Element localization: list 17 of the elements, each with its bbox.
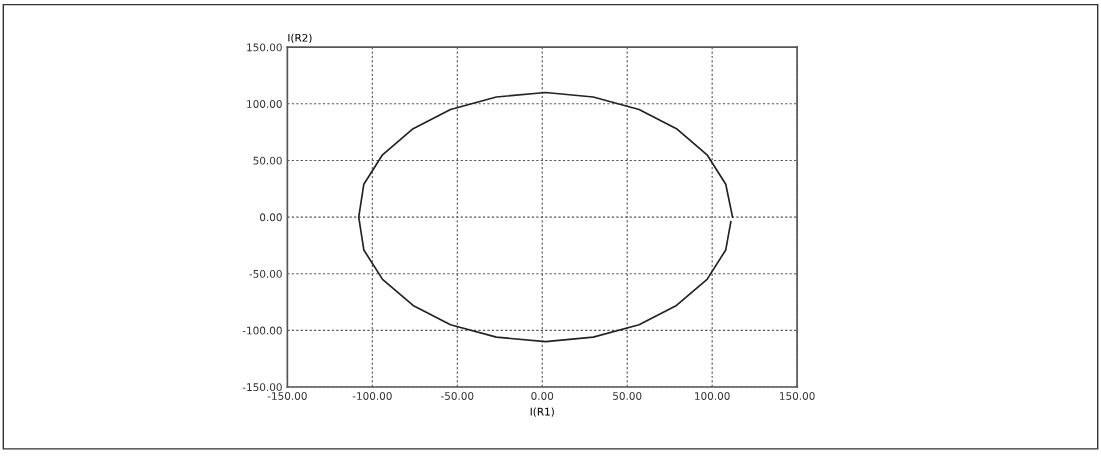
- x-tick-label: -150.00: [267, 392, 307, 400]
- y-tick-label: -50.00: [249, 269, 282, 278]
- y-tick-label: 100.00: [247, 100, 282, 108]
- y-tick-label: -150.00: [242, 383, 282, 392]
- y-axis-title: I(R2): [288, 33, 312, 43]
- y-tick-label: 0.00: [259, 213, 282, 222]
- x-axis-title: I(R1): [530, 407, 554, 417]
- y-tick-label: 50.00: [253, 156, 282, 165]
- y-tick-label: 150.00: [247, 43, 282, 52]
- x-tick-label: 100.00: [695, 392, 730, 400]
- x-tick-label: -50.00: [441, 392, 474, 400]
- y-tick-label: -100.00: [242, 326, 282, 335]
- line-series: [357, 91, 734, 343]
- x-tick-label: -100.00: [352, 392, 392, 400]
- x-tick-label: 50.00: [613, 392, 642, 400]
- x-tick-label: 0.00: [531, 392, 554, 400]
- x-tick-label: 150.00: [780, 392, 815, 400]
